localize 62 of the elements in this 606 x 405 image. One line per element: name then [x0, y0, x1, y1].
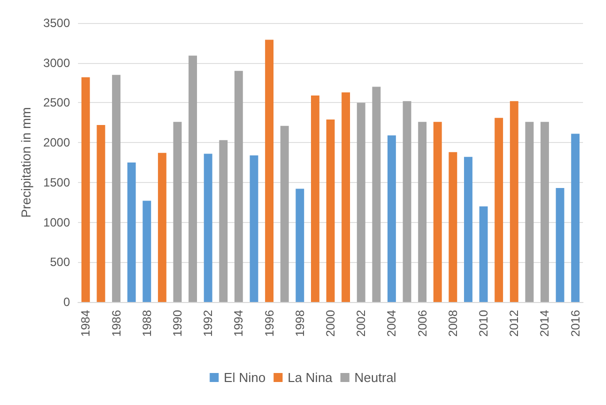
x-tick-label: 1998 [292, 310, 307, 337]
x-tick-label: 2004 [384, 310, 399, 337]
bar [342, 92, 350, 302]
x-tick-label: 1994 [232, 310, 246, 337]
legend-label: La Nina [288, 370, 334, 385]
x-tick-label: 2006 [415, 310, 430, 337]
bar [510, 101, 518, 302]
bar [158, 152, 166, 302]
bar [173, 122, 182, 302]
bar [464, 156, 472, 302]
bar [127, 162, 136, 302]
bar [448, 152, 458, 302]
y-tick-label: 2000 [43, 136, 70, 150]
bar [571, 134, 580, 302]
x-tick-label: 1988 [140, 310, 154, 337]
bar [525, 122, 534, 302]
bar [96, 125, 106, 302]
x-tick-label: 2014 [538, 310, 552, 337]
bar [540, 122, 549, 302]
y-tick-label: 500 [50, 255, 70, 270]
bar [356, 102, 366, 302]
x-tick-label: 2002 [354, 310, 368, 337]
legend-label: Neutral [354, 370, 396, 385]
bar [250, 155, 258, 302]
x-tick-label: 2010 [476, 310, 491, 337]
bar [265, 40, 274, 302]
x-tick-label: 1992 [201, 310, 216, 337]
bar [418, 122, 427, 302]
bar [310, 96, 320, 302]
y-axis-title: Precipitation in mm [18, 107, 34, 218]
bar [402, 101, 412, 302]
x-tick-label: 2016 [568, 310, 582, 337]
x-tick-label: 1984 [78, 310, 93, 337]
bar [81, 77, 90, 302]
x-tick-label: 2000 [324, 310, 338, 337]
x-tick-label: 1990 [170, 310, 184, 337]
bar [234, 70, 243, 302]
y-tick-label: 3500 [43, 16, 70, 30]
y-tick-label: 0 [63, 295, 70, 309]
x-tick-label: 1986 [109, 310, 124, 337]
x-tick-label: 2008 [446, 310, 460, 337]
x-tick-label: 2012 [507, 310, 522, 337]
x-tick-label: 1996 [262, 310, 276, 337]
bar [388, 135, 396, 302]
bar [556, 188, 564, 302]
y-tick-label: 1000 [43, 215, 70, 230]
bar [494, 118, 504, 302]
y-tick-label: 1500 [43, 175, 70, 190]
bar [204, 154, 212, 302]
bar [326, 119, 335, 302]
legend-label: El Nino [224, 370, 266, 385]
bar [188, 56, 197, 302]
bar [112, 74, 120, 302]
y-tick-label: 2500 [43, 96, 70, 110]
bar [219, 140, 228, 302]
bar [372, 86, 381, 302]
y-tick-label: 3000 [43, 56, 70, 70]
bar [142, 200, 152, 302]
bar [479, 206, 488, 302]
bar [433, 122, 442, 302]
bar [296, 188, 304, 302]
bar [280, 126, 289, 302]
